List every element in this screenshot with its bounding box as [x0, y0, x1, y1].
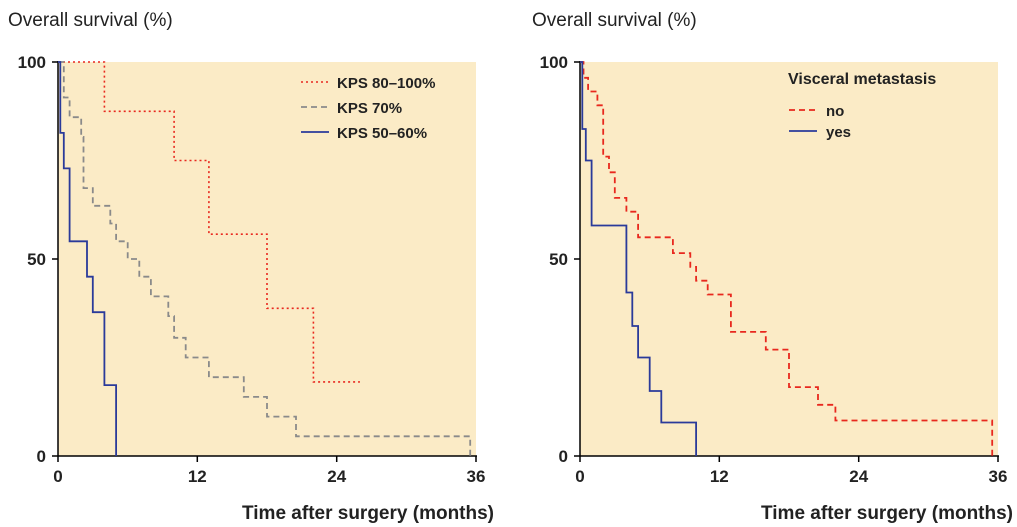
legend-label-no: no	[826, 103, 844, 120]
x-tick-label-12-right: 12	[710, 467, 729, 486]
y-tick-label-50-left: 50	[27, 250, 46, 269]
legend-label-kps-70: KPS 70%	[337, 100, 402, 117]
legend-right: Visceral metastasis no yes	[788, 71, 936, 141]
y-axis-label-left: Overall survival (%)	[8, 10, 173, 31]
x-tick-label-12-left: 12	[188, 467, 207, 486]
y-tick-label-0-left: 0	[37, 447, 46, 466]
series-line-kps-50-60	[58, 61, 117, 456]
series-line-kps-80-100	[58, 61, 360, 383]
x-tick-label-36-right: 36	[989, 467, 1008, 486]
x-tick-label-36-left: 36	[467, 467, 486, 486]
chart-right: Overall survival (%) 100 50 0 0 12 24 36…	[532, 10, 1013, 524]
x-tick-label-24-right: 24	[849, 467, 868, 486]
y-tick-label-100-right: 100	[540, 53, 568, 72]
legend-label-kps-80-100: KPS 80–100%	[337, 75, 435, 92]
legend-left: KPS 80–100% KPS 70% KPS 50–60%	[301, 75, 435, 142]
chart-left: Overall survival (%) 100 50 0 0 12 24 36…	[8, 10, 494, 524]
series-line-yes	[580, 61, 697, 456]
x-tick-label-0-right: 0	[575, 467, 584, 486]
y-tick-label-100-left: 100	[18, 53, 46, 72]
series-lines-left	[58, 61, 472, 456]
x-tick-label-24-left: 24	[327, 467, 346, 486]
legend-label-yes: yes	[826, 124, 851, 141]
series-lines-right	[580, 61, 994, 456]
series-line-no	[580, 61, 994, 456]
x-tick-label-0-left: 0	[53, 467, 62, 486]
series-line-kps-70	[58, 61, 472, 456]
x-axis-label-right: Time after surgery (months)	[761, 503, 1013, 524]
plot-area-right	[580, 62, 998, 456]
y-tick-label-50-right: 50	[549, 250, 568, 269]
x-axis-label-left: Time after surgery (months)	[242, 503, 494, 524]
y-tick-label-0-right: 0	[559, 447, 568, 466]
legend-label-kps-50-60: KPS 50–60%	[337, 125, 427, 142]
y-axis-label-right: Overall survival (%)	[532, 10, 697, 31]
legend-title-right: Visceral metastasis	[788, 71, 936, 88]
